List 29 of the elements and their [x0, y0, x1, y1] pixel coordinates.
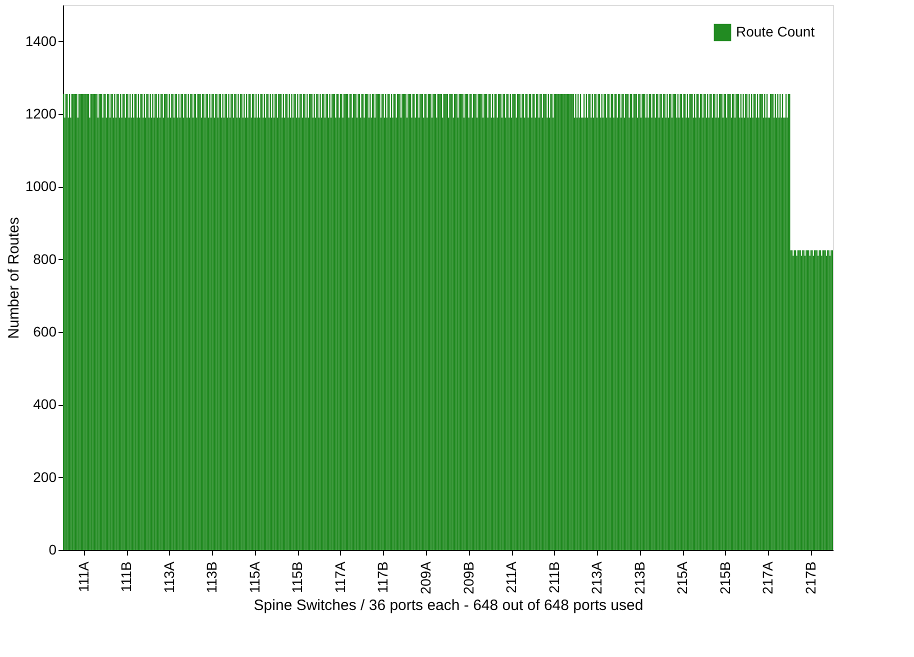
x-tick-label: 217B [802, 562, 819, 594]
y-tick-label: 800 [33, 250, 57, 267]
y-tick-label: 0 [48, 542, 57, 558]
y-axis-title: Number of Routes [5, 217, 22, 339]
y-tick-label: 400 [33, 396, 57, 412]
x-tick-label: 111B [118, 562, 134, 592]
x-tick-label: 111A [75, 560, 92, 592]
y-tick-label: 1000 [25, 178, 57, 194]
legend-label: Route Count [736, 24, 815, 40]
x-tick-label: 117B [374, 562, 391, 594]
x-tick-label: 115B [289, 562, 306, 594]
x-tick-label: 113A [160, 560, 177, 594]
x-tick-label: 209A [418, 560, 434, 594]
y-tick-label: 200 [33, 468, 57, 485]
x-tick-label: 117A [332, 560, 348, 594]
x-tick-label: 217A [760, 560, 776, 594]
x-tick-label: 211A [503, 560, 520, 594]
x-tick-label: 213B [631, 562, 648, 594]
x-axis-title: Spine Switches / 36 ports each - 648 out of 648 ports used [254, 597, 644, 614]
x-tick-label: 211B [546, 562, 562, 594]
y-tick-label: 1400 [25, 32, 57, 49]
x-tick-label: 209B [460, 562, 476, 594]
y-tick-label: 1200 [25, 106, 57, 122]
x-tick-label: 115A [246, 560, 262, 594]
x-tick-label: 215A [674, 560, 690, 594]
x-tick-label: 215B [716, 562, 733, 594]
x-tick-label: 113B [204, 562, 220, 594]
y-tick-label: 600 [33, 324, 57, 340]
x-tick-label: 213A [588, 560, 605, 594]
